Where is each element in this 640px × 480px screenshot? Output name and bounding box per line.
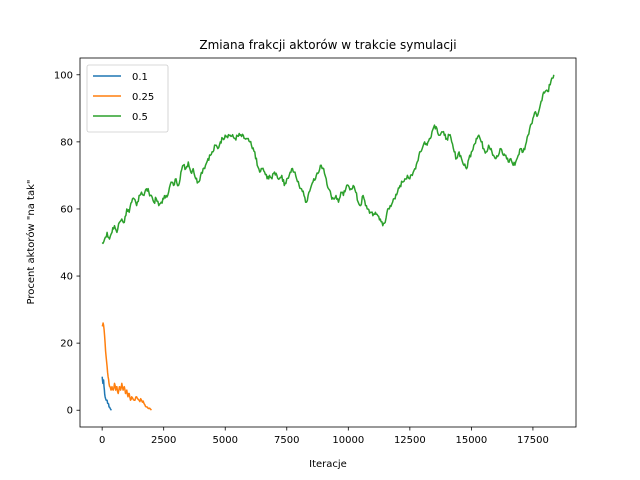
y-axis: 0 20 40 60 80 100	[54, 70, 80, 417]
axes-frame	[79, 57, 577, 428]
x-tick-label: 10000	[332, 435, 364, 446]
x-axis: 0 2500 5000 7500 10000 12500 15000 17500	[99, 427, 549, 446]
series-line-0.5	[101, 74, 555, 245]
plot-lines	[101, 74, 555, 411]
x-axis-title: Iteracje	[309, 459, 347, 470]
x-tick-label: 2500	[151, 435, 176, 446]
y-axis-title: Procent aktorów "na tak"	[25, 180, 37, 305]
y-tick-label: 40	[60, 272, 73, 283]
legend: 0.1 0.25 0.5	[86, 64, 169, 133]
legend-label-0.25: 0.25	[132, 92, 154, 103]
series-line-0.25	[101, 322, 152, 411]
y-tick-label: 20	[60, 339, 73, 350]
legend-label-0.5: 0.5	[132, 112, 148, 123]
y-tick-label: 60	[60, 204, 73, 215]
x-tick-label: 5000	[213, 435, 238, 446]
x-tick-label: 15000	[455, 435, 487, 446]
legend-label-0.1: 0.1	[132, 72, 148, 83]
y-tick-label: 100	[54, 70, 73, 81]
x-tick-label: 17500	[517, 435, 549, 446]
chart-title: Zmiana frakcji aktorów w trakcie symulac…	[199, 38, 456, 52]
x-tick-label: 12500	[394, 435, 426, 446]
y-tick-label: 0	[67, 406, 73, 417]
x-tick-label: 0	[99, 435, 105, 446]
y-tick-label: 80	[60, 137, 73, 148]
series-line-0.1	[101, 376, 112, 411]
x-tick-label: 7500	[274, 435, 299, 446]
legend-frame	[86, 64, 169, 133]
